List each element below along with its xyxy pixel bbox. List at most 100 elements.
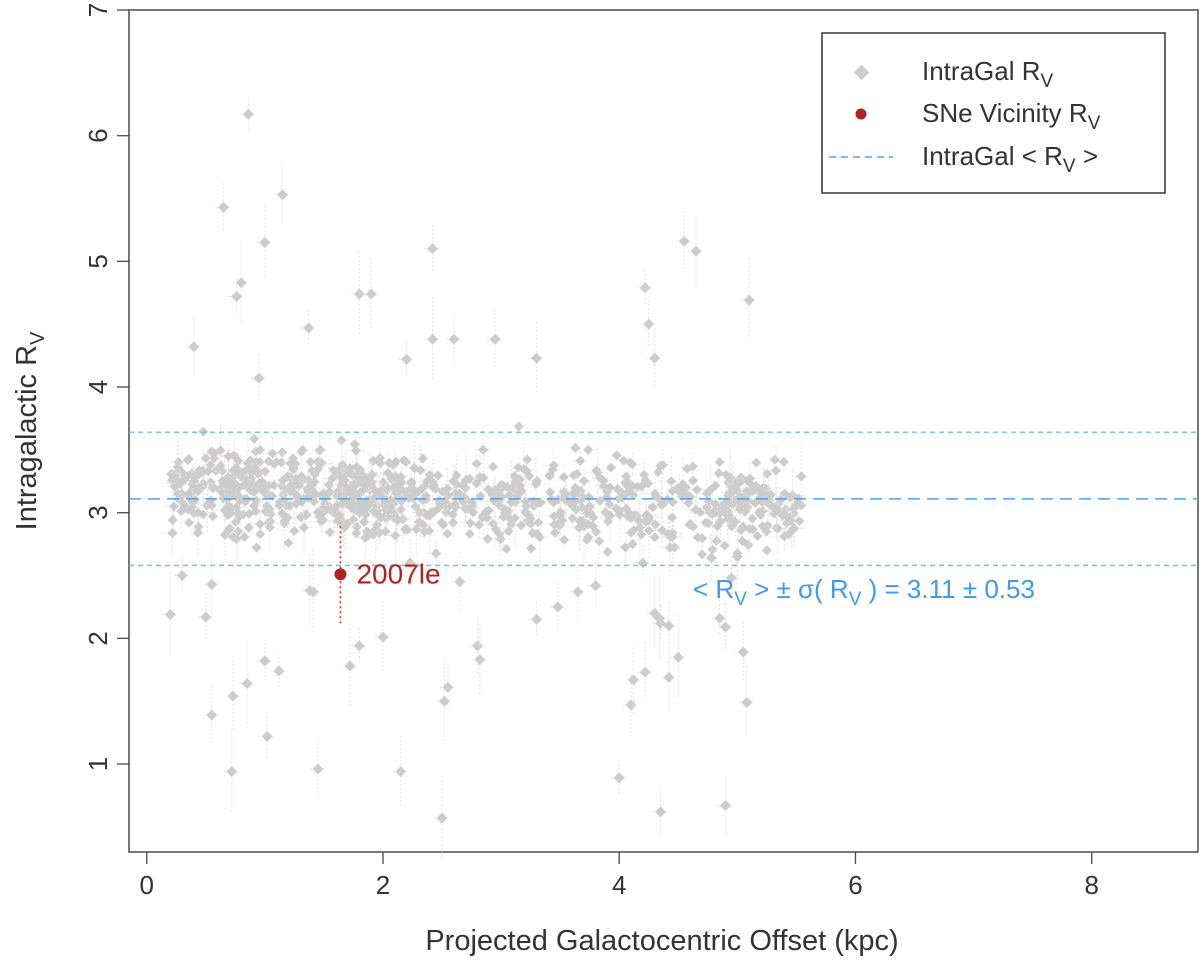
data-point-cloud [737,521,748,532]
data-point-cloud [559,534,570,545]
data-point-cloud [344,462,355,473]
data-point-cloud [175,478,186,489]
data-point [395,766,407,778]
data-point-cloud [680,482,691,493]
data-point [471,640,483,652]
data-point-cloud [447,509,458,520]
data-point-cloud [730,477,741,488]
data-point-cloud [765,500,776,511]
data-point-cloud [356,486,367,497]
data-point-cloud [223,451,234,462]
data-point-cloud [783,529,794,540]
mean-sigma-value: 3.11 ± 0.53 [907,574,1035,604]
data-point-cloud [549,519,560,530]
data-point-cloud [583,492,594,503]
data-point [731,551,743,563]
data-point-cloud [601,492,612,503]
data-point [176,570,188,582]
data-point-cloud [368,529,379,540]
data-point-cloud [701,488,712,499]
data-point [226,766,238,778]
data-point-cloud [759,489,770,500]
data-point-cloud [471,458,482,469]
data-point-cloud [592,467,603,478]
data-point-cloud [575,516,586,527]
data-point-cloud [555,507,566,518]
data-point [312,763,324,775]
data-point [442,681,454,693]
data-point [377,631,389,643]
data-point-cloud [594,495,605,506]
data-point-cloud [350,445,361,456]
data-point-cloud [521,501,532,512]
data-point [448,333,460,345]
data-point-cloud [417,495,428,506]
data-point-cloud [657,459,668,470]
data-point-cloud [482,533,493,544]
data-point-cloud [585,507,596,518]
data-point-cloud [347,484,358,495]
data-point [277,189,289,201]
data-point-cloud [583,444,594,455]
data-point [353,640,365,652]
data-point-cloud [752,530,763,541]
data-point-cloud [513,421,524,432]
data-point-cloud [493,488,504,499]
data-point-cloud [618,455,629,466]
data-point-cloud [535,497,546,508]
data-point [613,772,625,784]
data-point-cloud [285,485,296,496]
data-point-cloud [442,528,453,539]
data-point-cloud [399,524,410,535]
data-point-cloud [363,476,374,487]
data-point-cloud [207,511,218,522]
data-point-cloud [193,521,204,532]
data-point-cloud [336,435,347,446]
data-point-cloud [745,473,756,484]
data-point-cloud [559,487,570,498]
legend: IntraGal RV SNe Vicinity RV IntraGal < R… [821,32,1166,194]
data-point-cloud [503,526,514,537]
data-point-cloud [234,511,245,522]
data-point-cloud [578,475,589,486]
data-point-cloud [387,499,398,510]
data-point-cloud [448,476,459,487]
x-tick-label: 8 [1084,870,1098,900]
data-point-cloud [269,459,280,470]
y-tick-label: 3 [83,505,113,519]
data-point-cloud [422,476,433,487]
data-point [663,671,675,683]
data-point-cloud [687,521,698,532]
data-point-cloud [395,504,406,515]
data-point-cloud [499,504,510,515]
data-point [643,318,655,330]
data-point-cloud [406,476,417,487]
data-point-cloud [602,546,613,557]
data-point-cloud [264,504,275,515]
data-point [164,608,176,620]
data-point [720,621,732,633]
data-point-cloud [464,528,475,539]
data-point-cloud [208,482,219,493]
data-point-cloud [627,459,638,470]
data-point [639,666,651,678]
data-point [188,341,200,353]
data-point-cloud [442,483,453,494]
data-point [552,601,564,613]
data-point-cloud [316,457,327,468]
data-point-cloud [628,525,639,536]
data-point-cloud [386,473,397,484]
data-point-cloud [173,488,184,499]
data-point-cloud [206,500,217,511]
data-point-cloud [521,465,532,476]
data-point [625,699,637,711]
data-point-cloud [721,469,732,480]
data-point-cloud [775,494,786,505]
data-point [663,620,675,632]
data-point-cloud [167,528,178,539]
data-point-cloud [233,526,244,537]
data-point [655,617,667,629]
data-point [303,322,315,334]
data-point [531,614,543,626]
data-point [427,243,439,255]
